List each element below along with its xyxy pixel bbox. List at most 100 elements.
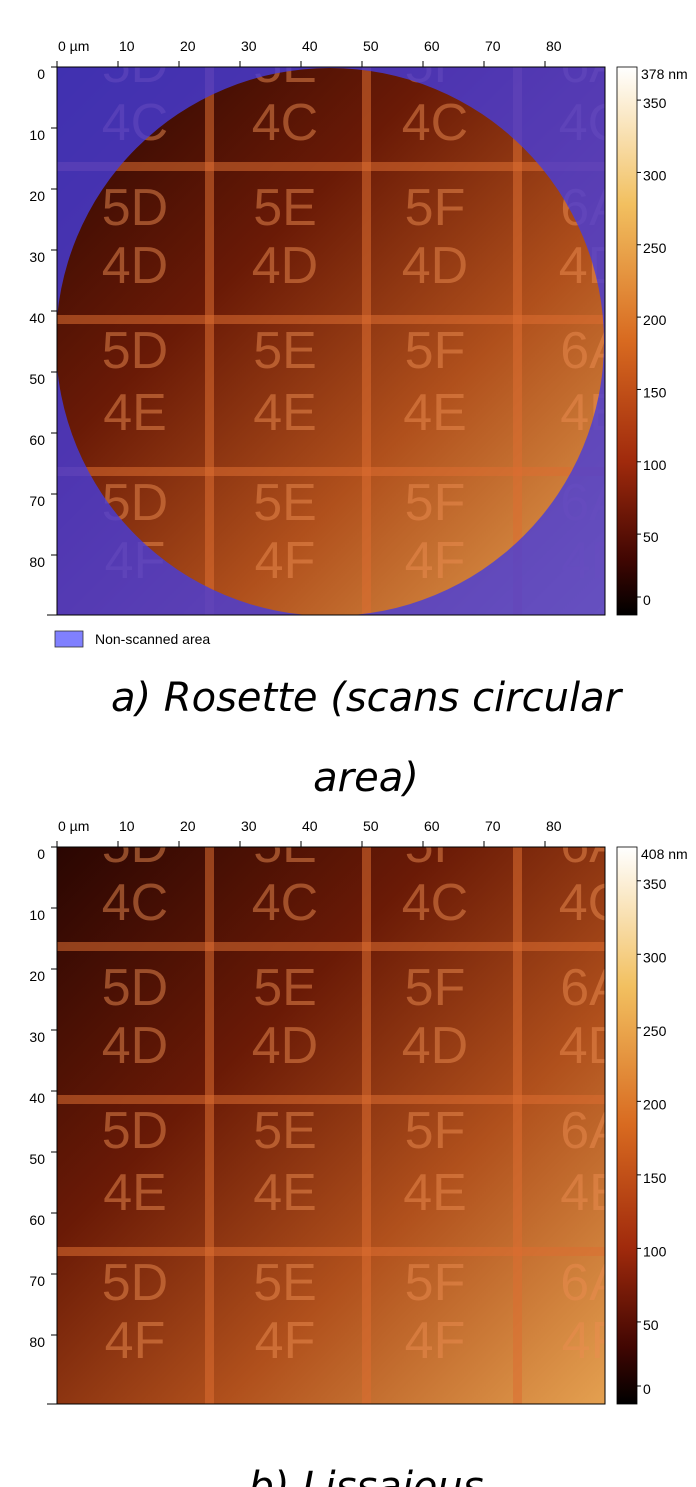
grid-bar xyxy=(513,847,522,1404)
sample-label: 6A xyxy=(560,816,624,874)
colorbar-tick-label: 350 xyxy=(643,876,667,892)
y-tick-label: 50 xyxy=(29,371,45,387)
y-tick-label: 20 xyxy=(29,968,45,984)
sample-label: 5F xyxy=(405,179,466,237)
afm-image: 5D5E5F6A4C4C4C4C5D5E5F6A4D4D4D4D5D5E5F6A… xyxy=(56,36,625,616)
x-tick-label: 50 xyxy=(363,38,379,54)
x-tick-label: 10 xyxy=(119,38,135,54)
grid-bar xyxy=(205,67,214,615)
colorbar-tick-label: 200 xyxy=(643,312,667,328)
x-tick-label: 0 µm xyxy=(58,38,89,54)
y-tick-label: 30 xyxy=(29,1029,45,1045)
colorbar-max-label: 378 nm xyxy=(641,66,688,82)
sample-label: 4F xyxy=(405,532,466,590)
y-tick-label: 10 xyxy=(29,907,45,923)
colorbar-tick-label: 100 xyxy=(643,1243,667,1259)
colorbar-tick-label: 50 xyxy=(643,529,659,545)
y-tick-label: 80 xyxy=(29,554,45,570)
colorbar-tick-label: 250 xyxy=(643,1023,667,1039)
legend-label: Non-scanned area xyxy=(95,631,210,647)
grid-bar xyxy=(57,162,605,171)
sample-label: 4E xyxy=(403,384,467,442)
grid-bar xyxy=(205,847,214,1404)
x-tick-label: 10 xyxy=(119,818,135,834)
y-tick-label: 50 xyxy=(29,1151,45,1167)
y-tick-label: 80 xyxy=(29,1334,45,1350)
colorbar-tick-label: 300 xyxy=(643,949,667,965)
sample-label: 4C xyxy=(402,94,468,152)
x-tick-label: 50 xyxy=(363,818,379,834)
sample-label: 4E xyxy=(253,384,317,442)
sample-label: 4E xyxy=(103,1164,167,1222)
sample-label: 5E xyxy=(253,322,317,380)
sample-label: 6A xyxy=(560,322,624,380)
y-tick-label: 10 xyxy=(29,127,45,143)
x-tick-label: 20 xyxy=(180,38,196,54)
caption: area) xyxy=(313,755,419,801)
sample-label: 4D xyxy=(402,1017,468,1075)
y-tick-label: 60 xyxy=(29,432,45,448)
caption: a) Rosette (scans circular xyxy=(111,675,624,721)
x-tick-label: 70 xyxy=(485,38,501,54)
sample-label: 4F xyxy=(405,1312,466,1370)
sample-label: 4C xyxy=(559,874,625,932)
sample-label: 4D xyxy=(402,237,468,295)
sample-label: 5D xyxy=(102,959,168,1017)
sample-label: 4D xyxy=(559,1017,625,1075)
colorbar-tick-label: 100 xyxy=(643,457,667,473)
sample-label: 5F xyxy=(405,959,466,1017)
colorbar-tick-label: 300 xyxy=(643,167,667,183)
x-tick-label: 30 xyxy=(241,818,257,834)
y-tick-label: 30 xyxy=(29,249,45,265)
x-tick-label: 40 xyxy=(302,818,318,834)
colorbar-tick-label: 150 xyxy=(643,1170,667,1186)
figure: 5D5E5F6A4C4C4C4C5D5E5F6A4D4D4D4D5D5E5F6A… xyxy=(0,0,696,1487)
y-tick-label: 0 xyxy=(37,846,45,862)
x-tick-label: 80 xyxy=(546,38,562,54)
sample-label: 5D xyxy=(102,816,168,874)
x-tick-label: 70 xyxy=(485,818,501,834)
legend-swatch xyxy=(55,631,83,647)
sample-label: 6A xyxy=(560,959,624,1017)
sample-label: 5F xyxy=(405,1102,466,1160)
caption: b) Lissajous xyxy=(248,1464,483,1487)
sample-label: 4D xyxy=(102,1017,168,1075)
colorbar-tick-label: 250 xyxy=(643,240,667,256)
sample-label: 6A xyxy=(560,1102,624,1160)
x-tick-label: 60 xyxy=(424,818,440,834)
y-tick-label: 70 xyxy=(29,493,45,509)
sample-label: 5D xyxy=(102,1102,168,1160)
sample-label: 5F xyxy=(405,322,466,380)
y-tick-label: 70 xyxy=(29,1273,45,1289)
sample-label: 6A xyxy=(560,1254,624,1312)
colorbar xyxy=(617,847,637,1404)
sample-label: 4C xyxy=(252,94,318,152)
colorbar-tick-label: 150 xyxy=(643,384,667,400)
sample-label: 5F xyxy=(405,1254,466,1312)
grid-bar xyxy=(362,847,371,1404)
y-tick-label: 60 xyxy=(29,1212,45,1228)
x-tick-label: 20 xyxy=(180,818,196,834)
sample-label: 5D xyxy=(102,179,168,237)
sample-label: 4E xyxy=(103,384,167,442)
x-tick-label: 60 xyxy=(424,38,440,54)
sample-label: 5D xyxy=(102,322,168,380)
sample-label: 5F xyxy=(405,474,466,532)
grid-bar xyxy=(362,67,371,615)
x-tick-label: 40 xyxy=(302,38,318,54)
colorbar-max-label: 408 nm xyxy=(641,846,688,862)
colorbar-tick-label: 0 xyxy=(643,592,651,608)
sample-label: 5E xyxy=(253,959,317,1017)
sample-label: 4E xyxy=(560,1164,624,1222)
x-tick-label: 80 xyxy=(546,818,562,834)
sample-label: 4D xyxy=(102,237,168,295)
sample-label: 5E xyxy=(253,179,317,237)
sample-label: 4F xyxy=(562,1312,623,1370)
sample-label: 4C xyxy=(102,874,168,932)
y-tick-label: 0 xyxy=(37,66,45,82)
colorbar-tick-label: 50 xyxy=(643,1317,659,1333)
colorbar-tick-label: 350 xyxy=(643,95,667,111)
sample-label: 4F xyxy=(255,1312,316,1370)
colorbar-tick-label: 200 xyxy=(643,1096,667,1112)
